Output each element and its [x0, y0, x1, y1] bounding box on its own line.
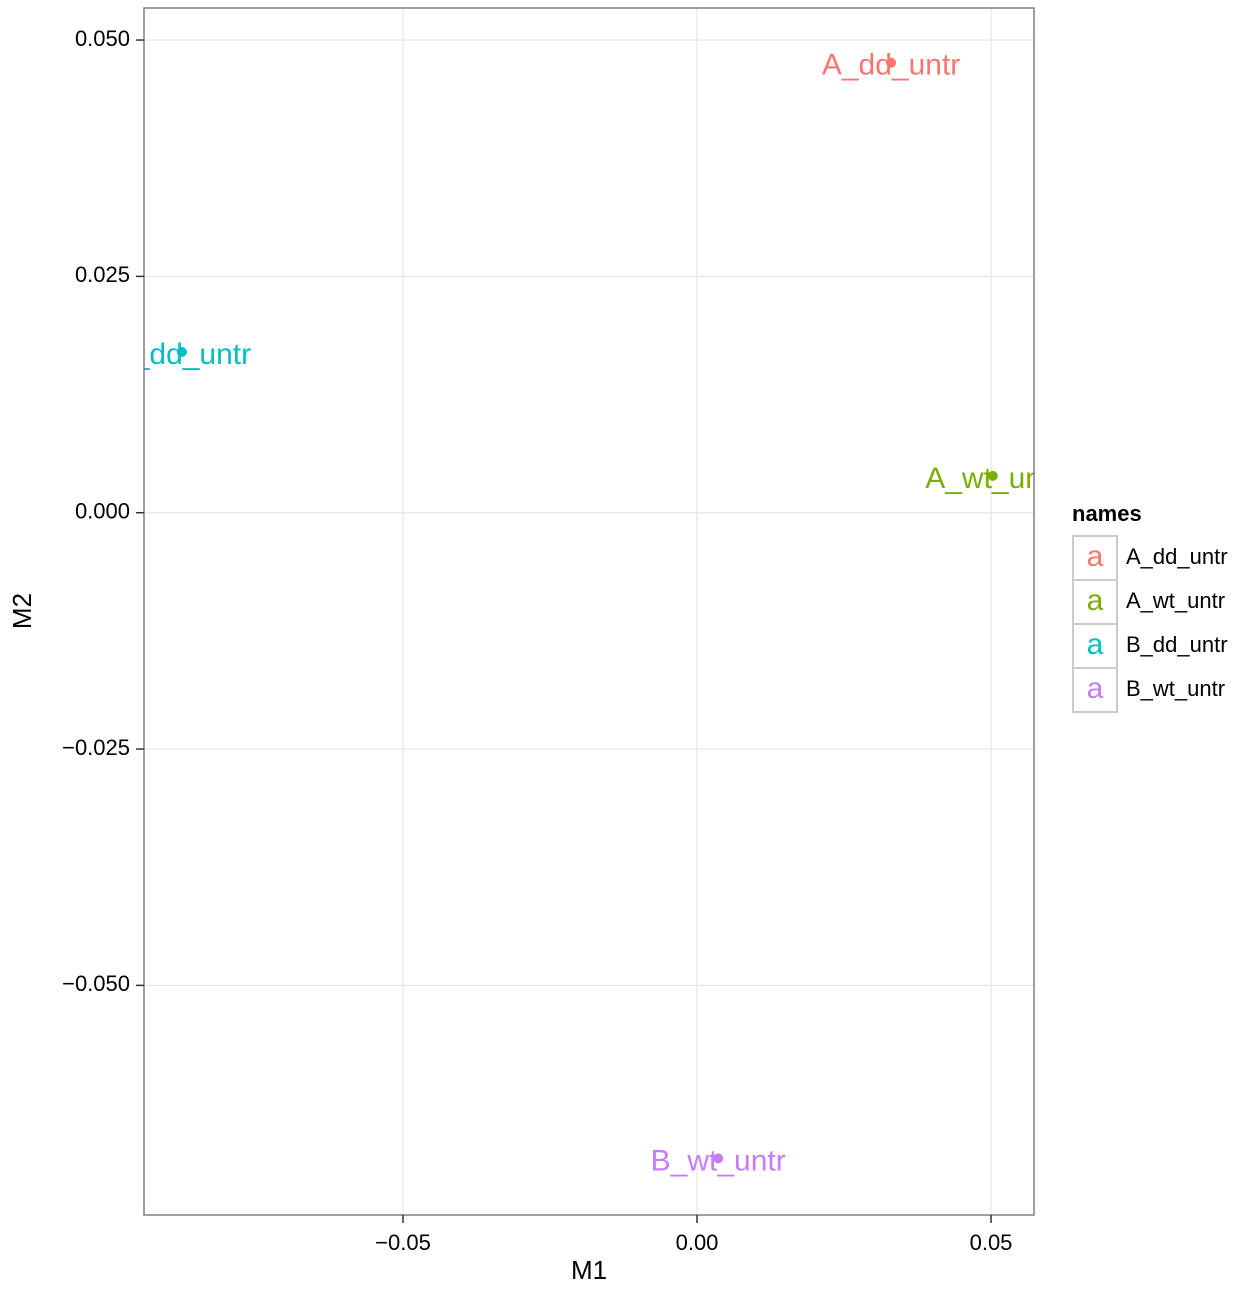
legend-label: B_wt_untr	[1126, 676, 1225, 701]
x-tick-label: −0.05	[375, 1230, 431, 1255]
y-tick-label: 0.050	[75, 26, 130, 51]
legend-label: A_dd_untr	[1126, 544, 1228, 569]
point	[713, 1153, 724, 1164]
legend-key-glyph: a	[1087, 584, 1104, 617]
y-tick-label: −0.025	[62, 735, 130, 760]
point	[176, 347, 187, 358]
y-tick-label: 0.025	[75, 262, 130, 287]
y-axis-title: M2	[7, 593, 37, 629]
point	[987, 470, 998, 481]
legend-label: A_wt_untr	[1126, 588, 1225, 613]
legend-label: B_dd_untr	[1126, 632, 1228, 657]
point-label: A_wt_untr	[925, 462, 1060, 495]
x-tick-label: 0.00	[676, 1230, 719, 1255]
legend-title: names	[1072, 501, 1142, 526]
legend-key	[1072, 579, 1118, 625]
legend-key-glyph: a	[1087, 540, 1104, 573]
legend-key-glyph: a	[1087, 628, 1104, 661]
legend-key	[1072, 623, 1118, 669]
legend-key-glyph: a	[1087, 672, 1104, 705]
panel-border	[143, 7, 1035, 1216]
x-axis-title: M1	[571, 1255, 607, 1285]
x-tick-label: 0.05	[970, 1230, 1013, 1255]
y-tick-label: −0.050	[62, 971, 130, 996]
grid	[144, 8, 1034, 1215]
panel	[144, 8, 1034, 1215]
legend-key	[1072, 667, 1118, 713]
point	[886, 57, 897, 68]
point-label: B_dd_untr	[113, 338, 251, 371]
y-tick-label: 0.000	[75, 499, 130, 524]
axes: −0.05 0.00 0.05 0.050 0.025 0.000 −0.025 −0.050	[62, 26, 1012, 1255]
points: A_dd_untr A_wt_untr B_dd_untr B_wt_untr	[113, 49, 1060, 1178]
point-label: A_dd_untr	[822, 49, 960, 82]
point-label: B_wt_untr	[651, 1144, 786, 1177]
